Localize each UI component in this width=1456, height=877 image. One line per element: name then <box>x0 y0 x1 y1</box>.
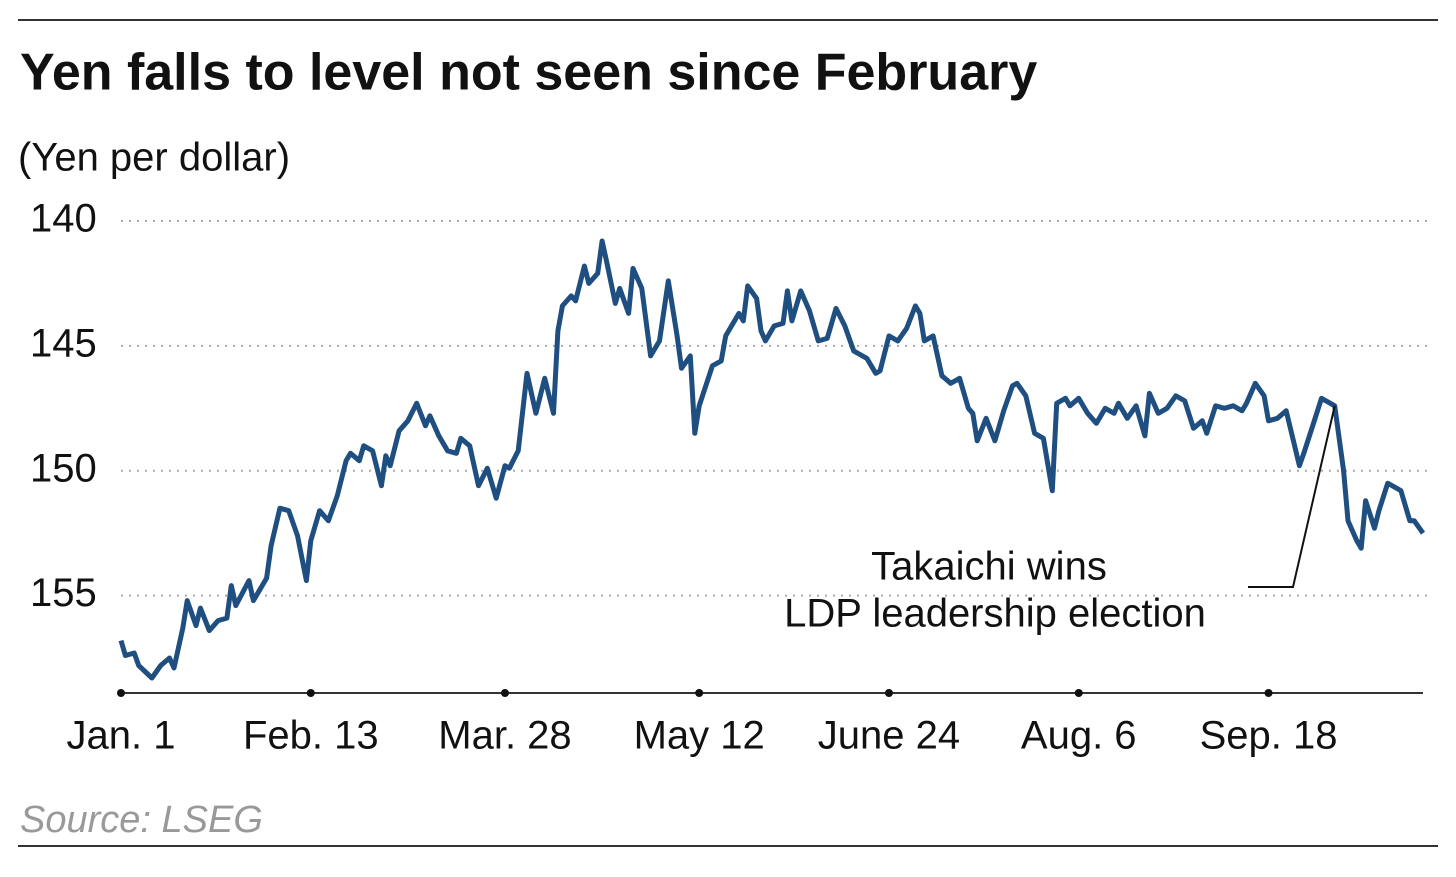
y-tick-label: 145 <box>30 321 97 365</box>
chart-title: Yen falls to level not seen since Februa… <box>20 44 1037 102</box>
source: Source: LSEG <box>20 799 263 841</box>
y-tick-label: 150 <box>30 446 97 490</box>
x-tick-label: Jan. 1 <box>67 714 176 758</box>
x-tick <box>500 689 509 697</box>
x-tick <box>695 689 704 697</box>
line <box>118 238 1426 681</box>
annotation-text: Takaichi wins <box>871 545 1107 589</box>
x-tick-label: Sep. 18 <box>1200 714 1338 758</box>
x-tick-label: June 24 <box>818 714 960 758</box>
x-tick <box>117 689 125 697</box>
x-tick <box>884 689 893 697</box>
x-tick <box>1074 689 1083 697</box>
x-tick-label: Aug. 6 <box>1021 714 1137 758</box>
x-tick-label: May 12 <box>634 714 765 758</box>
y-tick-label: 155 <box>30 571 97 615</box>
annotation-leader <box>1248 405 1336 588</box>
x-tick-label: Feb. 13 <box>243 714 379 758</box>
annotation-text: LDP leadership election <box>784 592 1206 636</box>
x-tick-label: Mar. 28 <box>438 714 571 758</box>
x-tick <box>1264 689 1273 697</box>
chart-subtitle: (Yen per dollar) <box>18 136 290 180</box>
x-tick <box>306 689 315 697</box>
y-tick-label: 140 <box>30 197 97 241</box>
